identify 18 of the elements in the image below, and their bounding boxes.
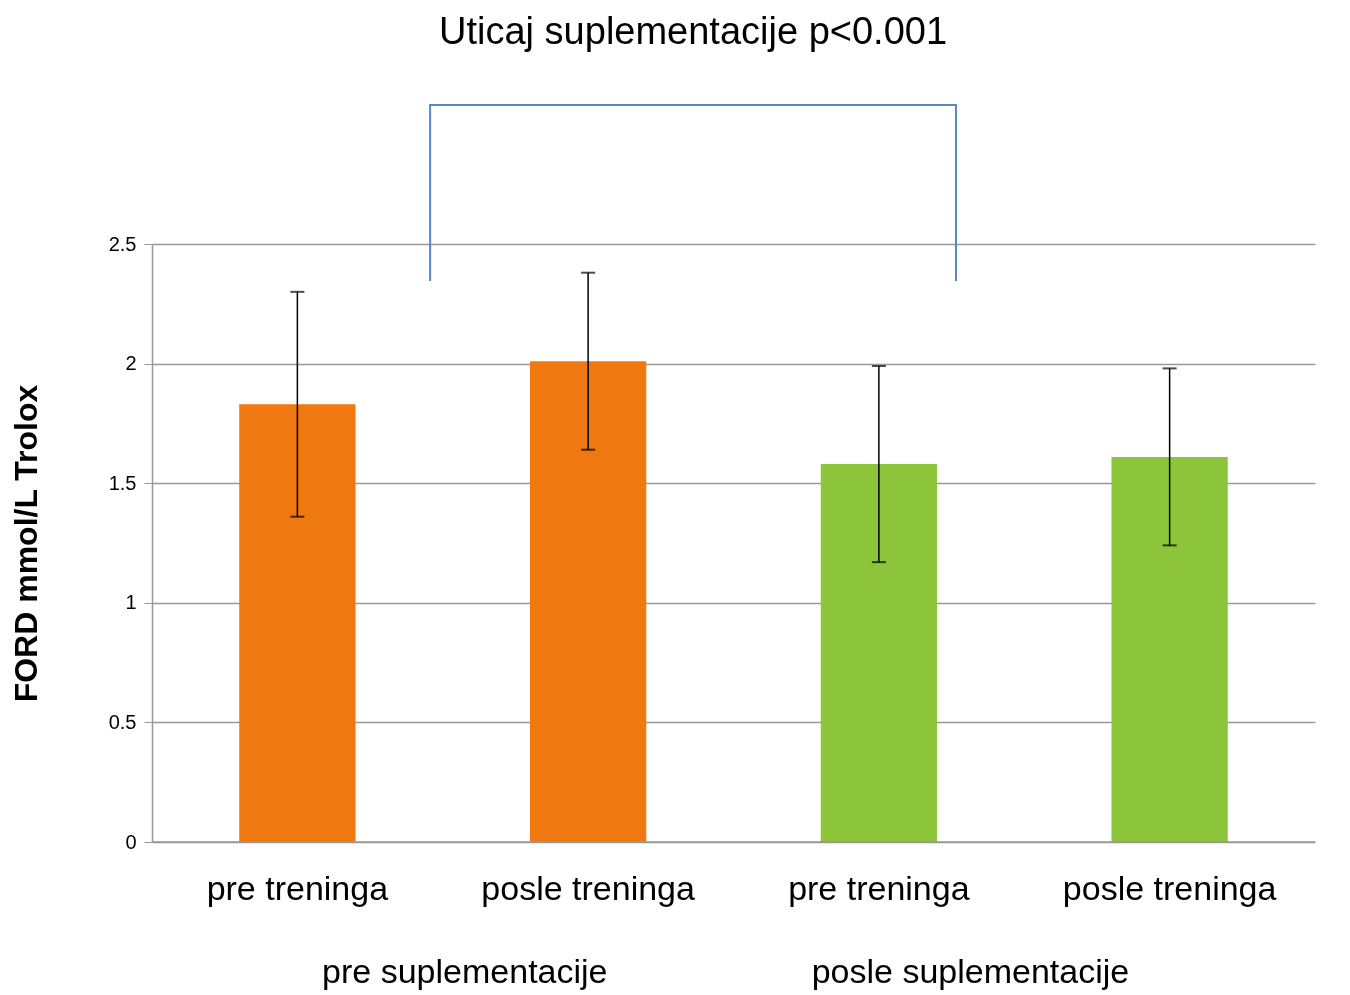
bar — [239, 404, 356, 842]
y-tick-label: 0 — [125, 830, 137, 853]
x-tick-label: posle treninga — [1062, 868, 1277, 907]
text: pre suplementacije — [322, 952, 608, 991]
bar — [820, 464, 938, 842]
y-axis-title: FORD mmol/L Trolox — [7, 384, 44, 703]
y-tick-label: 1.5 — [108, 471, 137, 494]
y-tick-label: 1 — [125, 591, 137, 614]
y-tick-label: 2.5 — [108, 232, 137, 255]
bar — [1111, 456, 1228, 842]
x-tick-label: pre treninga — [788, 868, 970, 907]
x-tick-label: pre treninga — [206, 868, 389, 907]
text: Uticaj suplementacije p<0.001 — [439, 10, 948, 53]
y-tick-label: 0.5 — [108, 710, 137, 733]
y-tick-label: 2 — [125, 352, 137, 375]
text: posle suplementacije — [811, 952, 1130, 991]
x-tick-label: posle treninga — [481, 868, 696, 907]
bar — [529, 361, 647, 842]
